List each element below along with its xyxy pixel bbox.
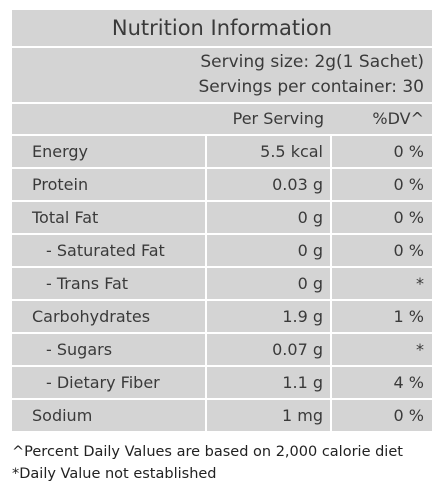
nutrient-name: Sodium bbox=[12, 400, 205, 431]
nutrient-value: 1.1 g bbox=[207, 367, 330, 398]
nutrient-dv: * bbox=[332, 268, 432, 299]
nutrient-name: Carbohydrates bbox=[12, 301, 205, 332]
nutrient-name: Total Fat bbox=[12, 202, 205, 233]
nutrient-name: - Dietary Fiber bbox=[12, 367, 205, 398]
nutrient-dv: 0 % bbox=[332, 400, 432, 431]
nutrient-dv: 0 % bbox=[332, 136, 432, 167]
nutrient-dv: 0 % bbox=[332, 235, 432, 266]
nutrient-value: 0 g bbox=[207, 202, 330, 233]
table-row: Protein 0.03 g 0 % bbox=[12, 169, 432, 200]
table-row: Total Fat 0 g 0 % bbox=[12, 202, 432, 233]
nutrient-name: - Sugars bbox=[12, 334, 205, 365]
nutrient-name: Protein bbox=[12, 169, 205, 200]
nutrient-name: Energy bbox=[12, 136, 205, 167]
table-row: - Dietary Fiber 1.1 g 4 % bbox=[12, 367, 432, 398]
nutrient-value: 1 mg bbox=[207, 400, 330, 431]
serving-info: Serving size: 2g(1 Sachet) Servings per … bbox=[12, 48, 432, 102]
nutrient-value: 0 g bbox=[207, 235, 330, 266]
table-header: Per Serving %DV^ bbox=[12, 104, 432, 134]
dv-header: %DV^ bbox=[372, 109, 424, 128]
footnote-dv: ^Percent Daily Values are based on 2,000… bbox=[12, 444, 403, 460]
table-row: - Sugars 0.07 g * bbox=[12, 334, 432, 365]
nutrient-value: 0.03 g bbox=[207, 169, 330, 200]
nutrient-value: 1.9 g bbox=[207, 301, 330, 332]
nutrient-dv: 0 % bbox=[332, 202, 432, 233]
footnote-not-established: *Daily Value not established bbox=[12, 466, 217, 482]
table-row: - Saturated Fat 0 g 0 % bbox=[12, 235, 432, 266]
servings-per-container: Servings per container: 30 bbox=[198, 77, 424, 97]
nutrient-dv: 4 % bbox=[332, 367, 432, 398]
label-title: Nutrition Information bbox=[12, 10, 432, 46]
table-row: Energy 5.5 kcal 0 % bbox=[12, 136, 432, 167]
nutrient-value: 5.5 kcal bbox=[207, 136, 330, 167]
per-serving-header: Per Serving bbox=[232, 109, 324, 128]
nutrient-name: - Saturated Fat bbox=[12, 235, 205, 266]
nutrient-table: Energy 5.5 kcal 0 % Protein 0.03 g 0 % T… bbox=[12, 136, 432, 433]
nutrient-value: 0 g bbox=[207, 268, 330, 299]
table-row: Sodium 1 mg 0 % bbox=[12, 400, 432, 431]
nutrient-name: - Trans Fat bbox=[12, 268, 205, 299]
table-row: Carbohydrates 1.9 g 1 % bbox=[12, 301, 432, 332]
nutrient-value: 0.07 g bbox=[207, 334, 330, 365]
table-row: - Trans Fat 0 g * bbox=[12, 268, 432, 299]
nutrient-dv: 1 % bbox=[332, 301, 432, 332]
nutrient-dv: 0 % bbox=[332, 169, 432, 200]
serving-size: Serving size: 2g(1 Sachet) bbox=[200, 52, 424, 72]
nutrient-dv: * bbox=[332, 334, 432, 365]
